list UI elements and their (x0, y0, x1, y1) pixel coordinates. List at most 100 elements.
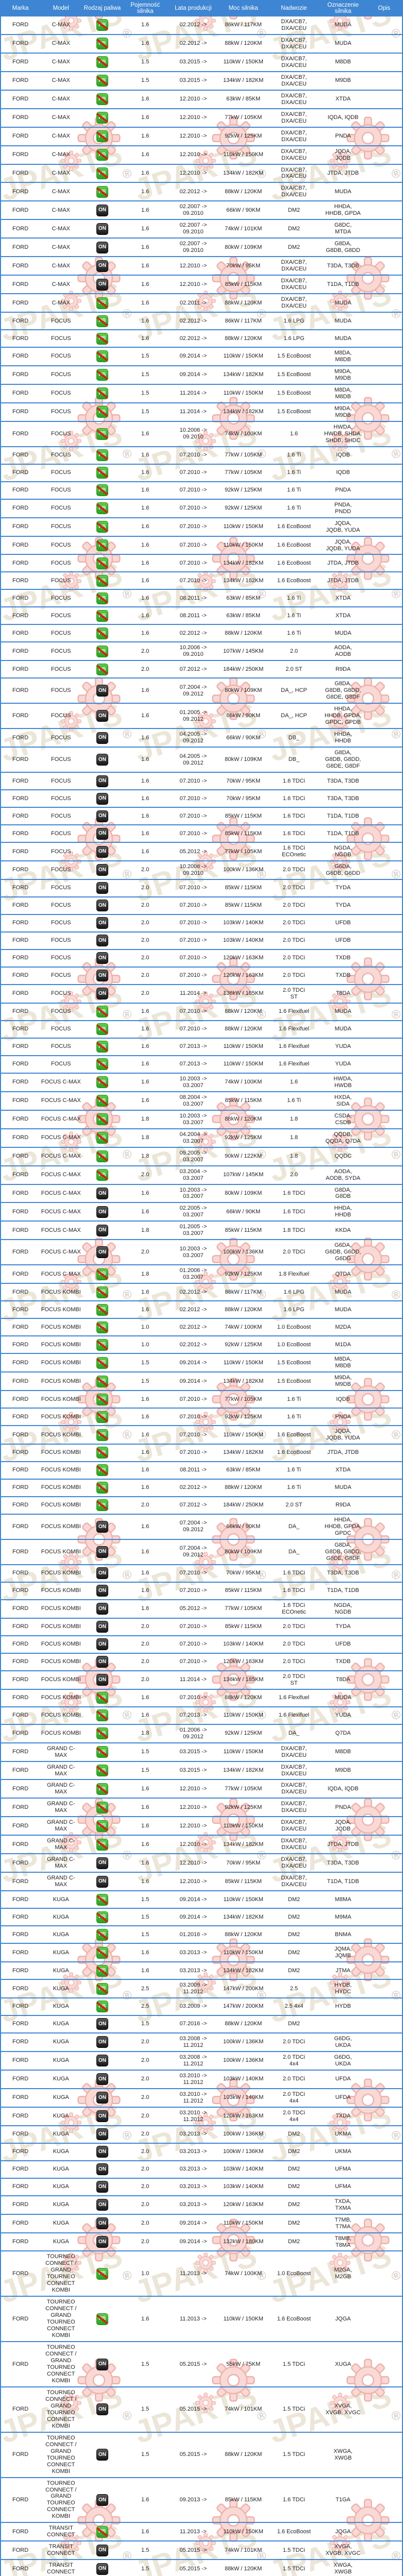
cell-moc-silnika: 103kW / 140KM (219, 2088, 268, 2107)
cell-marka: FORD (1, 1538, 40, 1565)
cell-opis (366, 1020, 402, 1038)
cell-model: FOCUS (40, 589, 82, 607)
cell-nadwozie: 1.6 Ti (268, 446, 320, 464)
cell-nadwozie: 1.5 TDCi (268, 2386, 320, 2432)
fuel-petrol-crossed-icon: PB (96, 467, 108, 479)
cell-lata-produkcji: 07.2010 -> (167, 481, 219, 499)
fuel-diesel-icon: ON (96, 1603, 108, 1615)
cell-lata-produkcji: 02.2012 -> (167, 1283, 219, 1301)
cell-moc-silnika: 110kW / 150KM (219, 1425, 268, 1444)
cell-lata-produkcji: 07.2010 -> (167, 896, 219, 914)
cell-oznaczenie-silnika: JQDA, JQDB (320, 145, 366, 164)
red-slash-mark (96, 1802, 108, 1813)
cell-moc-silnika: 88kW / 120KM (219, 2431, 268, 2478)
cell-pojemnosc-silnika: 1.6 (122, 1816, 168, 1836)
cell-model: FOCUS KOMBI (40, 1443, 82, 1462)
cell-opis (366, 860, 402, 879)
table-row: FORD TOURNEO CONNECT / GRAND TOURNEO CONN… (1, 2431, 402, 2478)
cell-moc-silnika: 88kW / 120KM (219, 1002, 268, 1021)
cell-lata-produkcji: 03.2013 -> (167, 2195, 219, 2214)
cell-pojemnosc-silnika: 1.5 (122, 402, 168, 421)
cell-rodzaj-paliwa: ON (82, 789, 123, 808)
cell-pojemnosc-silnika: 1.5 (122, 1371, 168, 1391)
cell-lata-produkcji: 01.2005 -> 03.2007 (167, 1221, 219, 1240)
cell-nadwozie: 1.6 EcoBoost (268, 2522, 320, 2541)
cell-rodzaj-paliwa: ON (82, 1183, 123, 1203)
cell-pojemnosc-silnika: 1.6 (122, 1581, 168, 1600)
cell-marka: FORD (1, 182, 40, 201)
cell-oznaczenie-silnika: MUDA (320, 182, 366, 201)
fuel-petrol-crossed-icon: PB (96, 1692, 108, 1704)
cell-lata-produkcji: 07.2012 -> (167, 660, 219, 679)
fuel-diesel-icon: ON (96, 685, 108, 697)
cell-nadwozie: DM2 (268, 1925, 320, 1944)
table-row: FORDKUGAPB1.509.2014 ->110kW / 150KMDM2M… (1, 1890, 402, 1909)
cell-marka: FORD (1, 293, 40, 312)
cell-moc-silnika: 80kW / 109KM (219, 677, 268, 704)
cell-lata-produkcji: 04.2005 -> 09.2012 (167, 747, 219, 773)
cell-oznaczenie-silnika: TXDB (320, 966, 366, 985)
cell-rodzaj-paliwa: PB (82, 71, 123, 90)
fuel-petrol-crossed-icon: PB (96, 1429, 108, 1441)
table-row: FORD FOCUS ON 1.6 07.2010 -> 85kW / 115KM 1.6 … (1, 824, 402, 843)
fuel-diesel-icon: ON (96, 2018, 108, 2030)
cell-rodzaj-paliwa: ON (82, 807, 123, 825)
cell-oznaczenie-silnika: T3DA, T3DB (320, 256, 366, 276)
fuel-diesel-icon: ON (96, 2358, 108, 2370)
cell-oznaczenie-silnika (320, 2014, 366, 2033)
cell-pojemnosc-silnika: 1.6 (122, 1300, 168, 1319)
red-slash-mark (96, 1929, 108, 1940)
cell-opis (366, 2341, 402, 2387)
cell-pojemnosc-silnika: 1.6 (122, 2296, 168, 2342)
cell-pojemnosc-silnika: 2.0 (122, 913, 168, 932)
cell-opis (366, 1443, 402, 1462)
cell-opis (366, 1128, 402, 1147)
fuel-diesel-icon: ON (96, 1674, 108, 1686)
cell-rodzaj-paliwa: PB (82, 1002, 123, 1021)
cell-oznaczenie-silnika: G6DG, UKDA (320, 2050, 366, 2070)
cell-nadwozie: DXA/CB7, DXA/CEU (268, 1872, 320, 1891)
cell-lata-produkcji: 02.2012 -> (179, 22, 207, 28)
cell-pojemnosc-silnika: 1.5 (122, 2540, 168, 2560)
cell-moc-silnika: 85kW / 115KM (219, 896, 268, 914)
cell-oznaczenie-silnika: Q7DA (320, 1264, 366, 1284)
cell-oznaczenie-silnika: UFDA (320, 2088, 366, 2107)
cell-nadwozie: 1.6 Ti (268, 1408, 320, 1426)
cell-model: KUGA (40, 2142, 82, 2161)
cell-model: FOCUS (40, 842, 82, 861)
cell-moc-silnika: 107kW / 145KM (219, 1165, 268, 1184)
cell-oznaczenie-silnika: UFDB (320, 931, 366, 950)
column-header-moc-silnika: Moc silnika (219, 0, 268, 16)
red-slash-mark (96, 1077, 108, 1088)
cell-model: FOCUS (40, 677, 82, 704)
cell-moc-silnika: 88kW / 120KM (219, 293, 268, 312)
cell-marka: FORD (1, 931, 40, 950)
cell-opis (366, 182, 402, 201)
cell-rodzaj-paliwa: PB (82, 1723, 123, 1743)
table-row: FORDKUGAPB2.503.2009 ->147kW / 200KM2.5 … (1, 1997, 402, 2015)
cell-opis (366, 1908, 402, 1926)
cell-marka: FORD (1, 365, 40, 384)
cell-marka: FORD (1, 1779, 40, 1799)
column-header-model: Model (40, 0, 82, 16)
cell-nadwozie: 2.0 TDCi (268, 2069, 320, 2089)
cell-model: C-MAX (40, 219, 82, 239)
cell-model: FOCUS (40, 571, 82, 590)
cell-moc-silnika: 110kW / 150KM (219, 1816, 268, 1836)
cell-nadwozie: 1.5 EcoBoost (268, 1371, 320, 1391)
cell-oznaczenie-silnika: PNDA (320, 126, 366, 146)
cell-rodzaj-paliwa: ON (82, 842, 123, 861)
fuel-petrol-crossed-icon: PB (96, 1023, 108, 1036)
cell-moc-silnika: 70kW / 95KM (219, 1564, 268, 1582)
cell-moc-silnika: 77kW / 105KM (219, 1390, 268, 1409)
fuel-diesel-icon: ON (96, 2494, 108, 2506)
cell-model: FOCUS C-MAX (40, 1239, 82, 1265)
table-row: FORDFOCUSPB2.007.2012 ->184kW / 250KM2.0… (1, 660, 402, 679)
cell-nadwozie: DM2 (268, 1890, 320, 1909)
cell-rodzaj-paliwa: PB (82, 33, 123, 53)
cell-rodzaj-paliwa: PB (82, 624, 123, 642)
cell-marka: FORD (1, 2522, 40, 2541)
